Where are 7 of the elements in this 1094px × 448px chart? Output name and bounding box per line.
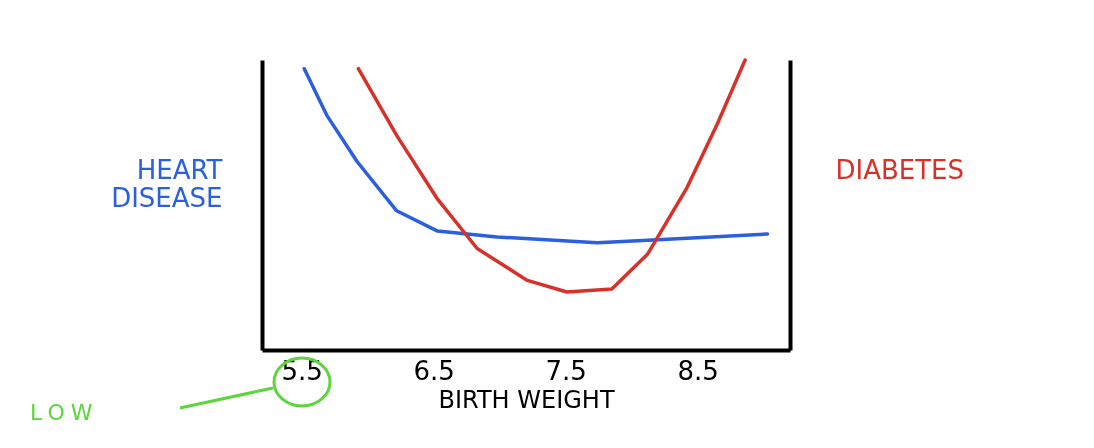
- x-tick-label: 8.5: [677, 355, 719, 386]
- y2-axis-title: DIABETES: [835, 154, 965, 185]
- x-axis-title: BIRTH WEIGHT: [438, 385, 615, 414]
- x-tick-label: 6.5: [413, 355, 455, 386]
- text: LOW: [30, 400, 99, 425]
- y-axis-title: HEART DISEASE: [111, 154, 223, 213]
- x-tick-label: 7.5: [545, 355, 587, 386]
